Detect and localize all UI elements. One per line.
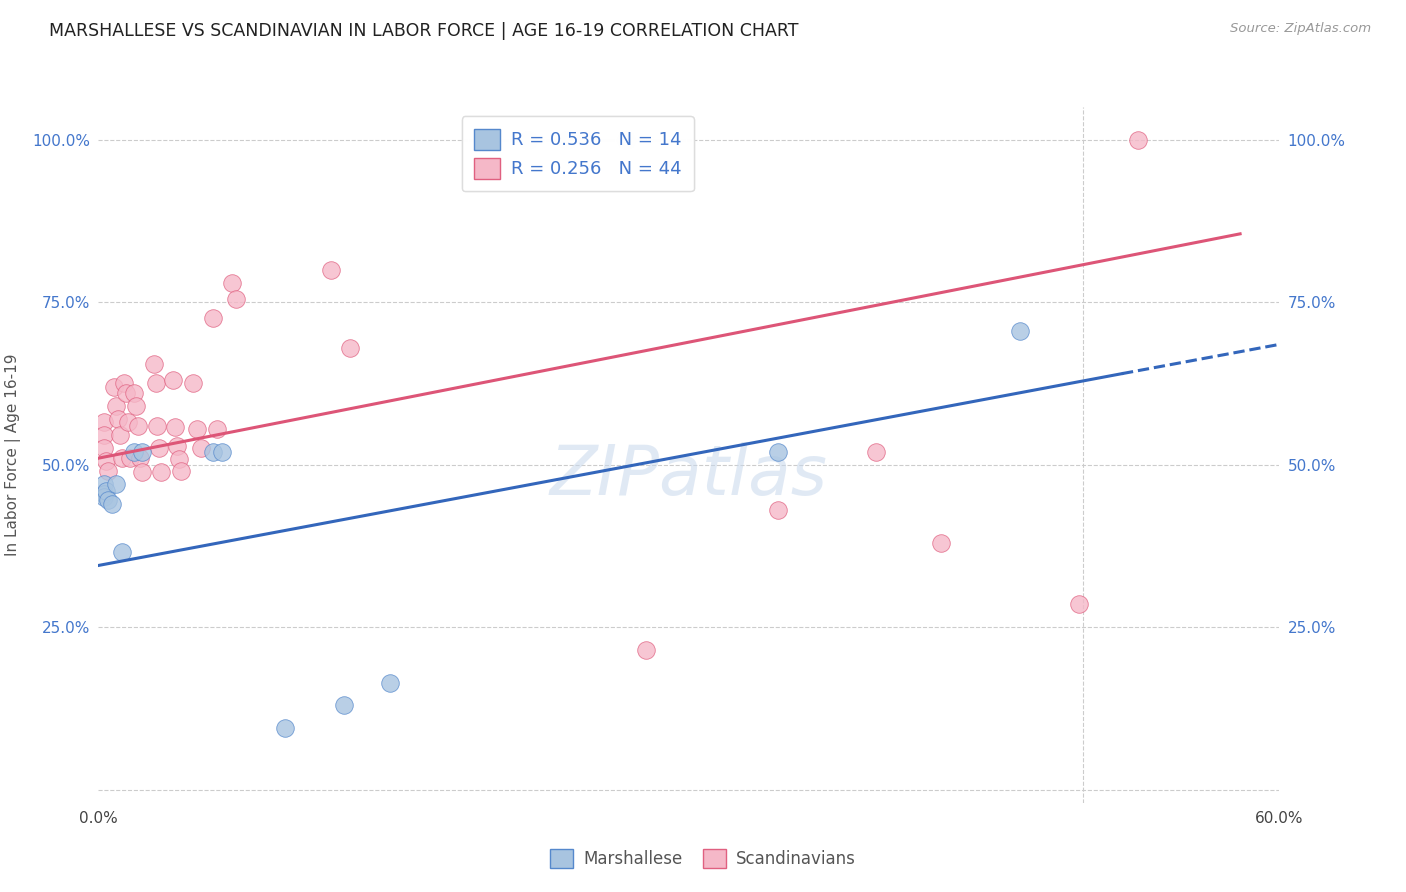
- Point: [333, 698, 356, 713]
- Point: [101, 497, 124, 511]
- Point: [190, 442, 212, 456]
- Point: [93, 477, 115, 491]
- Point: [221, 276, 243, 290]
- Point: [131, 466, 153, 480]
- Point: [103, 379, 125, 393]
- Point: [127, 418, 149, 433]
- Point: [181, 376, 204, 391]
- Point: [93, 416, 115, 430]
- Point: [118, 451, 141, 466]
- Point: [1067, 598, 1090, 612]
- Point: [865, 444, 887, 458]
- Point: [766, 503, 789, 517]
- Point: [201, 311, 224, 326]
- Point: [93, 442, 115, 456]
- Text: ZIPatlas: ZIPatlas: [550, 442, 828, 509]
- Point: [555, 132, 578, 146]
- Point: [105, 477, 128, 491]
- Point: [1008, 324, 1031, 338]
- Point: [93, 487, 115, 501]
- Point: [105, 399, 128, 413]
- Point: [205, 422, 228, 436]
- Point: [170, 464, 193, 478]
- Point: [162, 373, 184, 387]
- Point: [167, 452, 190, 467]
- Point: [131, 444, 153, 458]
- Point: [1126, 132, 1149, 146]
- Point: [516, 132, 538, 146]
- Point: [108, 428, 131, 442]
- Point: [96, 454, 118, 468]
- Point: [93, 428, 115, 442]
- Point: [614, 132, 637, 146]
- Point: [112, 376, 135, 391]
- Point: [107, 412, 129, 426]
- Point: [111, 545, 134, 559]
- Text: Source: ZipAtlas.com: Source: ZipAtlas.com: [1230, 22, 1371, 36]
- Point: [477, 132, 499, 146]
- Point: [145, 376, 167, 391]
- Point: [93, 490, 115, 504]
- Point: [148, 442, 170, 456]
- Legend: R = 0.536   N = 14, R = 0.256   N = 44: R = 0.536 N = 14, R = 0.256 N = 44: [461, 116, 693, 191]
- Point: [274, 721, 297, 735]
- Point: [378, 675, 401, 690]
- Y-axis label: In Labor Force | Age 16-19: In Labor Force | Age 16-19: [6, 353, 21, 557]
- Point: [766, 444, 789, 458]
- Point: [186, 422, 208, 436]
- Text: MARSHALLESE VS SCANDINAVIAN IN LABOR FORCE | AGE 16-19 CORRELATION CHART: MARSHALLESE VS SCANDINAVIAN IN LABOR FOR…: [49, 22, 799, 40]
- Legend: Marshallese, Scandinavians: Marshallese, Scandinavians: [544, 842, 862, 875]
- Point: [111, 451, 134, 466]
- Point: [115, 386, 138, 401]
- Point: [125, 399, 148, 413]
- Point: [165, 420, 187, 434]
- Point: [97, 464, 120, 478]
- Point: [146, 418, 169, 433]
- Point: [166, 440, 188, 454]
- Point: [150, 466, 173, 480]
- Point: [339, 341, 361, 355]
- Point: [97, 493, 120, 508]
- Point: [122, 386, 145, 401]
- Point: [575, 132, 598, 146]
- Point: [142, 357, 165, 371]
- Point: [128, 451, 150, 466]
- Point: [122, 444, 145, 458]
- Point: [211, 444, 233, 458]
- Point: [929, 535, 952, 549]
- Point: [96, 483, 118, 498]
- Point: [634, 643, 657, 657]
- Point: [117, 416, 139, 430]
- Point: [201, 444, 224, 458]
- Point: [319, 262, 342, 277]
- Point: [225, 292, 247, 306]
